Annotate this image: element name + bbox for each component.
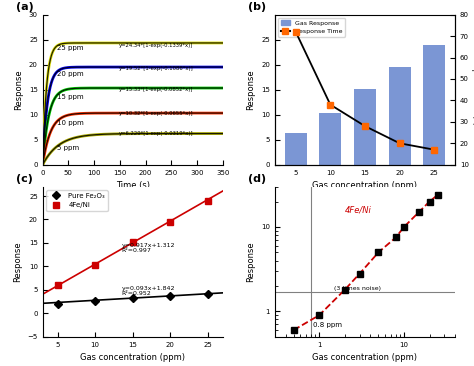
Text: y=24.34*[1-exp(-0.1339*x)]: y=24.34*[1-exp(-0.1339*x)] xyxy=(119,43,193,48)
4Fe/Ni xyxy=(92,263,98,267)
Y-axis label: Response: Response xyxy=(246,242,255,282)
4Fe/Ni xyxy=(55,283,61,287)
Y-axis label: Response Time (s): Response Time (s) xyxy=(471,55,474,125)
Y-axis label: Response: Response xyxy=(13,242,22,282)
4Fe/Ni xyxy=(130,240,136,244)
X-axis label: Gas concentration (ppm): Gas concentration (ppm) xyxy=(80,353,185,362)
X-axis label: Gas concentration (ppm): Gas concentration (ppm) xyxy=(312,181,418,190)
Y-axis label: Response: Response xyxy=(14,70,23,110)
Text: 20 ppm: 20 ppm xyxy=(57,71,84,77)
Text: (d): (d) xyxy=(248,174,266,184)
Bar xyxy=(284,133,307,165)
Pure Fe₂O₃ xyxy=(55,302,61,306)
Legend: Pure Fe₂O₃, 4Fe/Ni: Pure Fe₂O₃, 4Fe/Ni xyxy=(46,190,108,211)
Line: 4Fe/Ni: 4Fe/Ni xyxy=(55,198,210,287)
Text: 25 ppm: 25 ppm xyxy=(57,45,83,51)
Line: Pure Fe₂O₃: Pure Fe₂O₃ xyxy=(55,291,210,307)
Text: (3 times noise): (3 times noise) xyxy=(334,286,381,291)
Text: 0.8 ppm: 0.8 ppm xyxy=(313,322,342,328)
Legend: Gas Response, Response Time: Gas Response, Response Time xyxy=(278,18,345,37)
Text: (a): (a) xyxy=(16,2,33,12)
Pure Fe₂O₃ xyxy=(167,294,173,298)
Pure Fe₂O₃ xyxy=(130,296,136,300)
Text: (c): (c) xyxy=(16,174,33,184)
X-axis label: Gas concentration (ppm): Gas concentration (ppm) xyxy=(312,353,418,362)
Text: y=0.917x+1.312
R²=0.997: y=0.917x+1.312 R²=0.997 xyxy=(121,243,175,253)
Text: (b): (b) xyxy=(248,2,266,12)
X-axis label: Time (s): Time (s) xyxy=(116,181,150,190)
Text: 15 ppm: 15 ppm xyxy=(57,94,84,100)
4Fe/Ni xyxy=(167,220,173,224)
4Fe/Ni xyxy=(205,198,210,203)
Text: y=10.32*[1-exp(-0.0655*x)]: y=10.32*[1-exp(-0.0655*x)] xyxy=(119,111,193,116)
Text: 5 ppm: 5 ppm xyxy=(57,145,79,151)
Text: 10 ppm: 10 ppm xyxy=(57,120,84,126)
Bar xyxy=(423,45,446,165)
Pure Fe₂O₃ xyxy=(205,292,210,296)
Text: y=19.52*[1-exp(-0.1086*x)]: y=19.52*[1-exp(-0.1086*x)] xyxy=(119,66,193,71)
Text: y=15.33*[1-exp(-0.0852*x)]: y=15.33*[1-exp(-0.0852*x)] xyxy=(119,87,193,92)
Bar xyxy=(319,113,341,165)
Bar xyxy=(389,67,410,165)
Pure Fe₂O₃ xyxy=(92,298,98,303)
Text: 4Fe/Ni: 4Fe/Ni xyxy=(345,205,372,214)
Y-axis label: Response: Response xyxy=(246,70,255,110)
Text: y=0.093x+1.842
R²=0.952: y=0.093x+1.842 R²=0.952 xyxy=(121,285,175,296)
Text: y=6.229*[1-exp(-0.0319*x)]: y=6.229*[1-exp(-0.0319*x)] xyxy=(119,131,193,136)
Bar xyxy=(354,89,376,165)
